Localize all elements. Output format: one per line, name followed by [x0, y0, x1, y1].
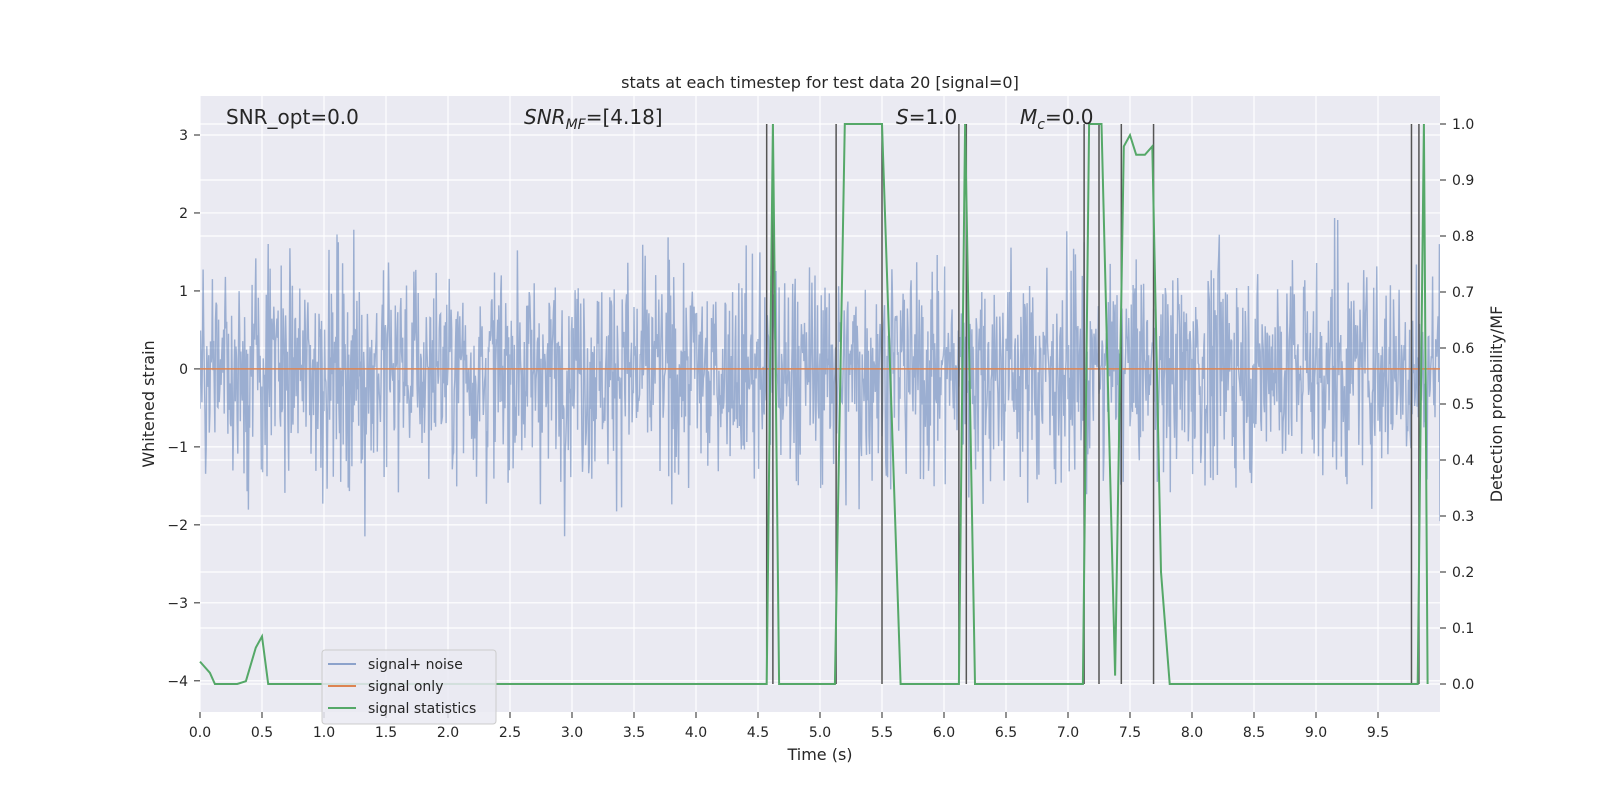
chart-title: stats at each timestep for test data 20 …	[621, 73, 1019, 92]
y-tick-label-left: −3	[167, 596, 188, 612]
x-tick-label: 1.5	[375, 725, 397, 741]
x-tick-label: 8.5	[1243, 725, 1265, 741]
x-tick-label: 8.0	[1181, 725, 1203, 741]
x-tick-label: 5.0	[809, 725, 831, 741]
signal-noise-line	[200, 217, 1440, 537]
x-tick-label: 2.5	[499, 725, 521, 741]
y-tick-label-left: −1	[167, 440, 188, 456]
legend-label-signal-noise: signal+ noise	[368, 657, 463, 673]
y-tick-label-right: 1.0	[1452, 117, 1474, 133]
x-tick-label: 6.0	[933, 725, 955, 741]
x-tick-label: 0.5	[251, 725, 273, 741]
y-tick-label-left: 0	[179, 362, 188, 378]
legend: signal+ noise signal only signal statist…	[321, 649, 497, 725]
y-tick-label-left: −2	[167, 518, 188, 534]
y-tick-label-right: 0.9	[1452, 173, 1474, 189]
y-tick-label-right: 0.6	[1452, 341, 1474, 357]
y-tick-label-left: 1	[179, 284, 188, 300]
y-axis-label-right: Detection probability/MF	[1487, 306, 1506, 503]
x-tick-label: 7.5	[1119, 725, 1141, 741]
y-tick-label-right: 0.2	[1452, 565, 1474, 581]
legend-label-signal-only: signal only	[368, 679, 443, 695]
x-tick-label: 1.0	[313, 725, 335, 741]
x-tick-label: 2.0	[437, 725, 459, 741]
signal-statistics-line	[199, 123, 1429, 685]
y-axis-label: Whitened strain	[139, 340, 158, 467]
y-tick-label-right: 0.0	[1452, 677, 1474, 693]
y-tick-label-right: 0.5	[1452, 397, 1474, 413]
y-tick-label-right: 0.7	[1452, 285, 1474, 301]
x-tick-label: 3.0	[561, 725, 583, 741]
legend-label-signal-statistics: signal statistics	[368, 701, 476, 717]
x-tick-label: 9.0	[1305, 725, 1327, 741]
y-tick-label-left: 3	[179, 128, 188, 144]
x-tick-label: 9.5	[1367, 725, 1389, 741]
snr-mf-annotation: SNRMF=[4.18]	[524, 105, 663, 133]
x-tick-label: 0.0	[189, 725, 211, 741]
x-tick-label: 7.0	[1057, 725, 1079, 741]
y-tick-label-right: 0.4	[1452, 453, 1474, 469]
x-tick-label: 4.0	[685, 725, 707, 741]
y-tick-label-left: 2	[179, 206, 188, 222]
x-tick-label: 5.5	[871, 725, 893, 741]
x-tick-label: 6.5	[995, 725, 1017, 741]
x-tick-label: 4.5	[747, 725, 769, 741]
s-annotation: S=1.0	[896, 105, 957, 129]
y-tick-label-left: −4	[167, 674, 188, 690]
x-tick-label: 3.5	[623, 725, 645, 741]
y-tick-label-right: 0.3	[1452, 509, 1474, 525]
x-axis-label: Time (s)	[786, 745, 852, 764]
legend-box	[321, 649, 497, 725]
y-tick-label-right: 0.8	[1452, 229, 1474, 245]
y-tick-label-right: 0.1	[1452, 621, 1474, 637]
snr-opt-annotation: SNR_opt=0.0	[226, 105, 359, 129]
mc-annotation: Mc=0.0	[1020, 105, 1094, 133]
